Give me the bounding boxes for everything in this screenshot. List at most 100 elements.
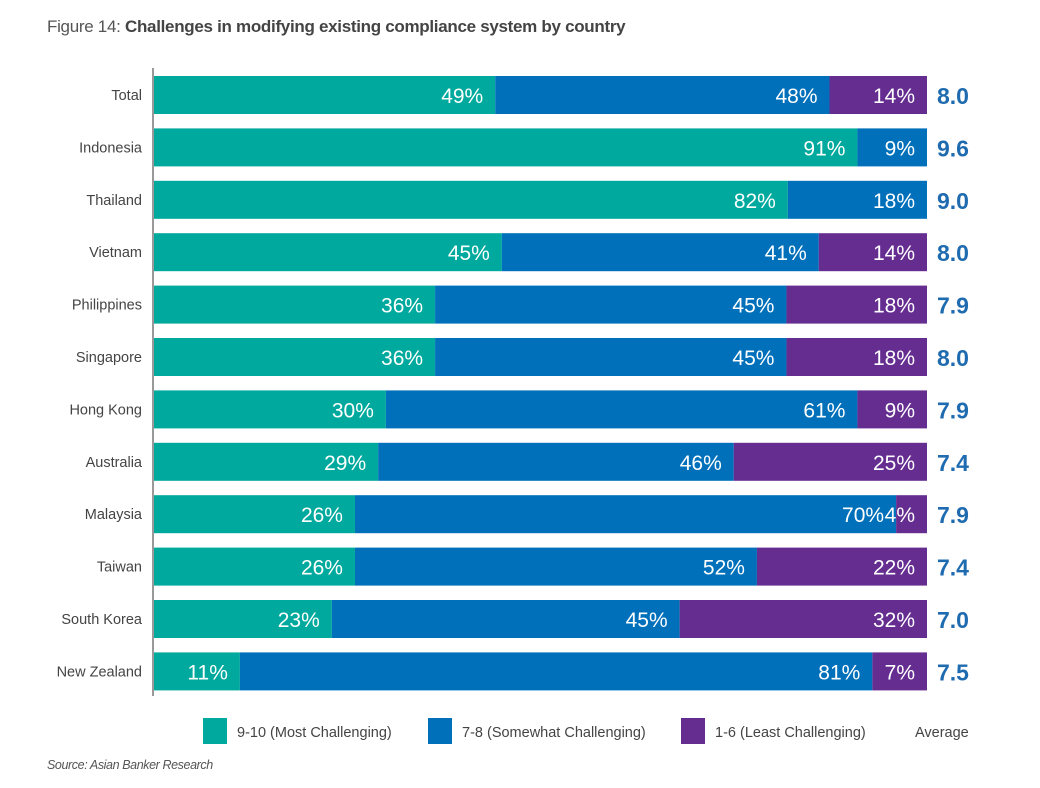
bar-segment bbox=[154, 495, 355, 534]
category-label: Total bbox=[111, 88, 142, 104]
title-text: Challenges in modifying existing complia… bbox=[124, 17, 626, 36]
data-label: 45% bbox=[448, 242, 490, 265]
data-label: 32% bbox=[873, 609, 915, 632]
category-label: Philippines bbox=[72, 298, 142, 314]
data-label: 49% bbox=[441, 85, 483, 108]
data-label: 82% bbox=[734, 190, 776, 213]
bar-segment bbox=[829, 76, 927, 114]
source-note: Source: Asian Banker Research bbox=[47, 758, 213, 772]
average-value: 8.0 bbox=[937, 345, 969, 371]
average-value: 9.6 bbox=[937, 135, 969, 161]
category-label: Australia bbox=[86, 455, 143, 471]
data-label: 36% bbox=[381, 295, 423, 318]
data-label: 18% bbox=[873, 347, 915, 370]
bar-segment bbox=[857, 390, 927, 429]
bar-segment bbox=[818, 233, 927, 272]
data-label: 18% bbox=[873, 295, 915, 318]
category-label: Thailand bbox=[86, 193, 142, 209]
bar-segment bbox=[872, 652, 927, 691]
chart-title: Figure 14: Challenges in modifying exist… bbox=[47, 17, 626, 37]
bar-segment bbox=[385, 390, 858, 429]
bar-segment bbox=[786, 338, 927, 376]
data-label: 70% bbox=[842, 504, 884, 527]
data-label: 22% bbox=[873, 557, 915, 580]
category-label: Taiwan bbox=[97, 560, 142, 576]
category-label: Indonesia bbox=[79, 140, 143, 156]
legend-swatch bbox=[428, 718, 452, 744]
data-label: 14% bbox=[873, 242, 915, 265]
data-label: 26% bbox=[301, 557, 343, 580]
legend-label: 7-8 (Somewhat Challenging) bbox=[462, 725, 646, 741]
category-label: New Zealand bbox=[57, 664, 142, 680]
bar-segment bbox=[154, 76, 496, 114]
bar-segment bbox=[435, 285, 787, 324]
bar-segment bbox=[435, 338, 787, 376]
data-label: 9% bbox=[885, 137, 915, 160]
data-label: 25% bbox=[873, 452, 915, 475]
bar-segment bbox=[733, 442, 927, 481]
bar-segment bbox=[154, 547, 355, 586]
data-label: 36% bbox=[381, 347, 423, 370]
data-label: 41% bbox=[765, 242, 807, 265]
category-label: Singapore bbox=[76, 350, 142, 366]
bar-segment bbox=[154, 338, 436, 376]
bar-segment bbox=[787, 180, 927, 219]
average-value: 7.4 bbox=[937, 450, 969, 476]
bar-segment bbox=[154, 285, 436, 324]
data-label: 30% bbox=[332, 399, 374, 422]
average-value: 7.9 bbox=[937, 502, 969, 528]
data-label: 48% bbox=[775, 85, 817, 108]
average-value: 7.5 bbox=[937, 659, 969, 685]
data-label: 14% bbox=[873, 85, 915, 108]
data-label: 23% bbox=[278, 609, 320, 632]
data-label: 29% bbox=[324, 452, 366, 475]
data-label: 91% bbox=[803, 137, 845, 160]
bar-segment bbox=[154, 180, 788, 219]
average-value: 7.9 bbox=[937, 397, 969, 423]
bar-segment bbox=[857, 128, 927, 167]
bar-segment bbox=[354, 547, 757, 586]
legend-label: 9-10 (Most Challenging) bbox=[237, 725, 392, 741]
bar-segment bbox=[679, 600, 927, 638]
category-label: Malaysia bbox=[85, 507, 143, 523]
legend-average-label: Average bbox=[915, 725, 969, 741]
bar-segment bbox=[154, 233, 502, 272]
category-label: Vietnam bbox=[89, 245, 142, 261]
bar-segment bbox=[239, 652, 873, 691]
data-label: 45% bbox=[732, 295, 774, 318]
bar-segment bbox=[154, 390, 386, 429]
data-label: 18% bbox=[873, 190, 915, 213]
data-label: 9% bbox=[885, 399, 915, 422]
data-label: 11% bbox=[187, 661, 227, 684]
data-label: 45% bbox=[732, 347, 774, 370]
bar-segment bbox=[154, 652, 240, 691]
bar-segment bbox=[756, 547, 927, 586]
bar-segment bbox=[501, 233, 819, 272]
bar-segment bbox=[495, 76, 830, 114]
average-value: 7.0 bbox=[937, 607, 969, 633]
title-prefix: Figure 14: bbox=[47, 17, 121, 36]
data-label: 7% bbox=[885, 661, 915, 684]
data-label: 26% bbox=[301, 504, 343, 527]
data-label: 4% bbox=[885, 504, 915, 527]
data-label: 45% bbox=[626, 609, 668, 632]
bar-segment bbox=[154, 128, 858, 167]
data-label: 81% bbox=[818, 661, 860, 684]
legend-swatch bbox=[203, 718, 227, 744]
average-value: 9.0 bbox=[937, 188, 969, 214]
bar-segment bbox=[154, 442, 379, 481]
category-label: South Korea bbox=[61, 612, 143, 628]
bar-segment bbox=[154, 600, 332, 638]
data-label: 52% bbox=[703, 557, 745, 580]
bar-segment bbox=[786, 285, 927, 324]
bar-segment bbox=[331, 600, 680, 638]
average-value: 8.0 bbox=[937, 240, 969, 266]
data-label: 46% bbox=[680, 452, 722, 475]
bar-segment bbox=[896, 495, 927, 534]
average-value: 7.9 bbox=[937, 293, 969, 319]
category-label: Hong Kong bbox=[69, 402, 142, 418]
bar-segment bbox=[354, 495, 897, 534]
average-value: 7.4 bbox=[937, 555, 969, 581]
legend-swatch bbox=[681, 718, 705, 744]
